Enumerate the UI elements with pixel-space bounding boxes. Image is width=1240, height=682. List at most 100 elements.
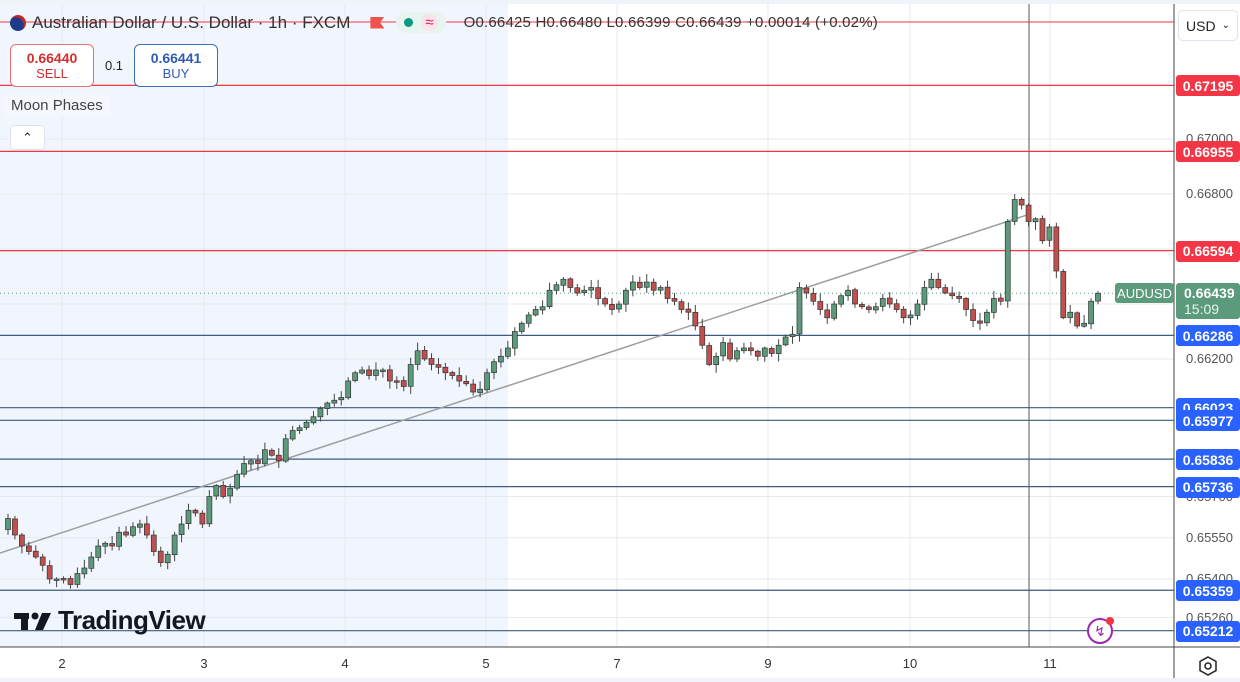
candle <box>25 541 32 555</box>
ohlc-high: H0.66480 <box>535 14 603 31</box>
candle <box>970 303 976 328</box>
candle <box>1011 194 1018 226</box>
resistance-price-tag[interactable]: 0.66594 <box>1176 240 1240 262</box>
candle <box>442 362 449 381</box>
candle <box>289 425 296 441</box>
candle <box>761 346 768 362</box>
candle <box>872 302 879 314</box>
candle <box>678 299 685 314</box>
trend-line[interactable] <box>0 213 1031 554</box>
candle <box>956 291 962 303</box>
candle <box>393 376 400 390</box>
candle <box>491 358 497 380</box>
symbol-title[interactable]: Australian Dollar / U.S. Dollar · 1h · F… <box>32 12 351 32</box>
candle <box>338 391 345 406</box>
candle <box>567 277 574 293</box>
buy-button[interactable]: 0.66441 BUY <box>134 44 218 87</box>
lightning-icon: ↯ <box>1094 622 1106 639</box>
candle <box>116 526 122 551</box>
resistance-price-tag[interactable]: 0.67195 <box>1176 75 1240 97</box>
candle <box>796 282 803 342</box>
alerts-button[interactable]: ↯ <box>1087 617 1114 644</box>
candle <box>1095 291 1101 305</box>
candle <box>192 508 199 517</box>
time-tick: 2 <box>58 656 66 671</box>
support-price-tag[interactable]: 0.65359 <box>1176 580 1240 602</box>
candle <box>157 546 164 567</box>
support-price-tag[interactable]: 0.65736 <box>1176 476 1240 498</box>
moon-phases-indicator[interactable]: Moon Phases <box>4 94 110 117</box>
candle <box>664 280 671 304</box>
candle <box>5 513 11 535</box>
chevron-down-icon: ⌄ <box>1221 20 1230 31</box>
candle <box>629 275 636 297</box>
candle <box>262 442 268 467</box>
candle <box>1004 218 1011 308</box>
candle <box>199 510 206 529</box>
time-tick: 9 <box>764 656 772 671</box>
sell-button[interactable]: 0.66440 SELL <box>10 44 94 87</box>
candle <box>449 370 456 380</box>
candle <box>1067 304 1074 324</box>
candle <box>282 433 289 463</box>
candle <box>991 290 997 319</box>
ohlc-open: O0.66425 <box>463 14 532 31</box>
candle <box>1039 215 1046 244</box>
candle <box>213 484 220 500</box>
candle <box>456 367 463 387</box>
candle <box>67 575 74 589</box>
candle <box>775 339 782 362</box>
candle <box>824 303 831 324</box>
candle <box>275 448 282 468</box>
support-price-tag[interactable]: 0.65977 <box>1176 410 1240 432</box>
candle <box>602 296 608 307</box>
aud-usd-flag-icon <box>10 14 26 31</box>
ohlc-low: L0.66399 <box>606 14 671 31</box>
candle <box>838 293 844 308</box>
time-tick: 11 <box>1043 656 1057 671</box>
candle <box>1081 315 1087 328</box>
candle <box>810 287 817 306</box>
tradingview-logo-icon <box>14 612 51 630</box>
data-delayed-icon: ≈ <box>421 14 438 31</box>
price-tick: 0.65550 <box>1186 529 1233 545</box>
candle <box>643 274 650 293</box>
flag-marker-icon[interactable] <box>370 16 385 29</box>
candle <box>803 284 810 299</box>
ohlc-values: O0.66425 H0.66480 L0.66399 C0.66439 +0.0… <box>464 14 878 31</box>
candle <box>900 306 907 324</box>
support-price-tag[interactable]: 0.65212 <box>1176 620 1240 642</box>
candle <box>511 327 518 356</box>
support-price-tag[interactable]: 0.66286 <box>1176 325 1240 347</box>
candle <box>95 539 102 562</box>
candle <box>1032 217 1039 230</box>
candle <box>609 298 615 315</box>
support-price-tag[interactable]: 0.65836 <box>1176 449 1240 471</box>
time-tick: 4 <box>341 656 349 671</box>
candle <box>380 367 386 378</box>
resistance-price-tag[interactable]: 0.66955 <box>1176 141 1240 163</box>
collapse-indicators-button[interactable]: ⌃ <box>10 125 45 150</box>
candle <box>102 541 109 554</box>
candle <box>907 310 914 326</box>
notification-badge <box>1106 617 1114 625</box>
candle <box>727 338 733 362</box>
candle <box>171 531 178 562</box>
candle <box>518 321 525 334</box>
candle <box>997 293 1004 306</box>
tradingview-logo[interactable]: TradingView <box>14 605 206 636</box>
candle <box>650 278 657 296</box>
candle <box>685 302 692 320</box>
candle <box>324 401 331 416</box>
candle <box>1025 203 1032 227</box>
candle <box>984 309 990 327</box>
candle <box>574 283 581 296</box>
currency-select[interactable]: USD ⌄ <box>1178 10 1238 41</box>
candle <box>144 515 150 539</box>
chart-settings-button[interactable] <box>1196 654 1220 678</box>
candle <box>921 280 928 311</box>
candle <box>53 577 60 588</box>
market-status[interactable]: ≈ <box>396 12 446 33</box>
